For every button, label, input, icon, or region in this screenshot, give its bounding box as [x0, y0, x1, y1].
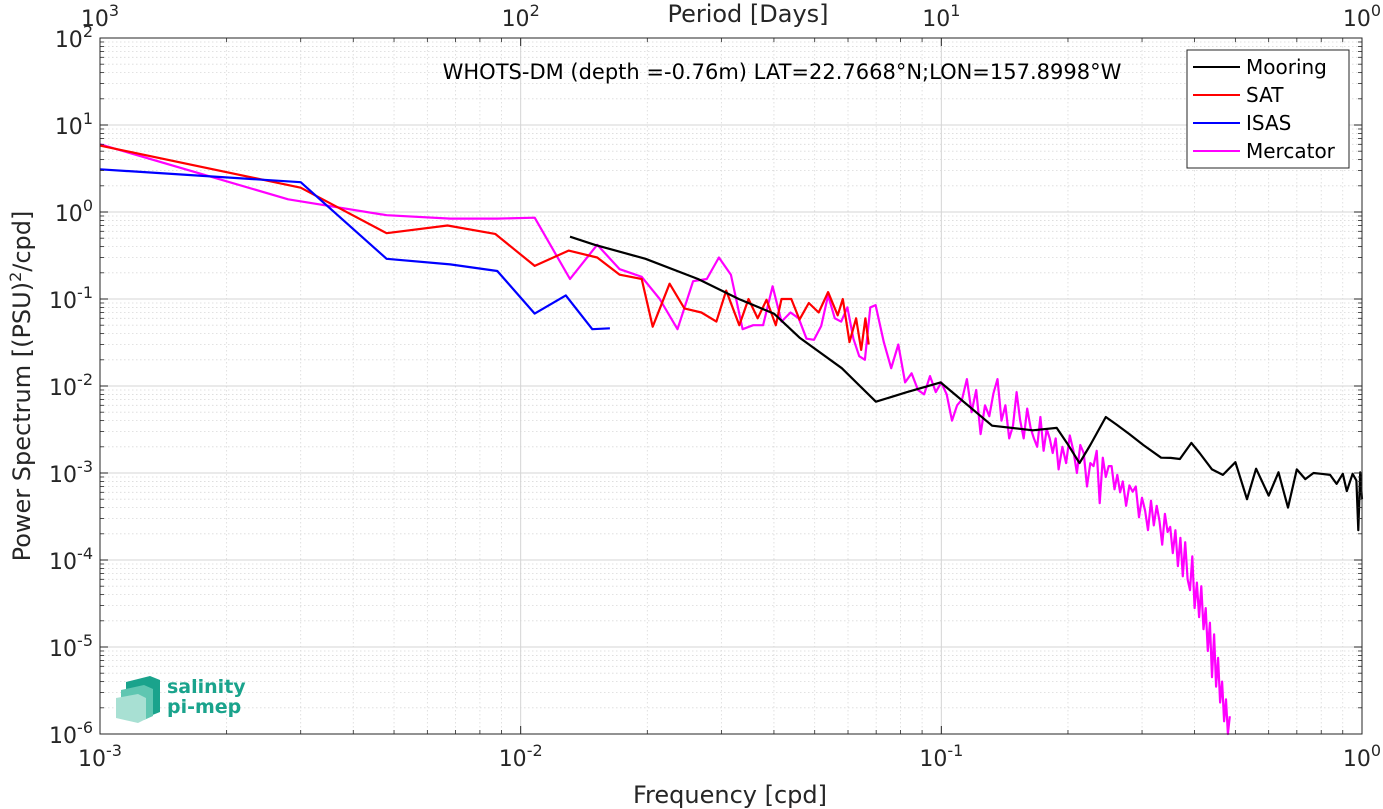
y-tick-label: 10-1: [49, 283, 93, 314]
chart-title: WHOTS-DM (depth =-0.76m) LAT=22.7668°N;L…: [443, 60, 1122, 84]
legend-box: [1186, 49, 1350, 169]
legend-label-mercator: Mercator: [1246, 139, 1336, 163]
legend-label-sat: SAT: [1246, 83, 1284, 107]
top-axis-label: Period [Days]: [667, 0, 828, 28]
y-tick-label: 10-3: [49, 457, 93, 488]
y-tick-label: 102: [55, 22, 93, 53]
legend-label-mooring: Mooring: [1246, 55, 1327, 79]
y-axis-label: Power Spectrum [(PSU)2/cpd]: [6, 211, 36, 562]
grid-major: [100, 38, 1362, 734]
legend-label-isas: ISAS: [1246, 111, 1291, 135]
x-tick-label: 100: [1343, 741, 1381, 772]
axis-ticks: [99, 37, 1363, 735]
series-line-mooring: [569, 235, 1364, 532]
y-tick-label: 100: [55, 196, 93, 227]
logo-icon-front: [116, 694, 146, 723]
y-axis-label-main: Power Spectrum [(PSU): [8, 282, 36, 561]
y-tick-label: 101: [55, 109, 93, 140]
x-axis-label: Frequency [cpd]: [633, 781, 827, 809]
legend: Mooring SAT ISAS Mercator: [1186, 49, 1350, 169]
logo-icon: [116, 676, 160, 723]
series-line-sat: [99, 144, 870, 351]
y-tick-label: 10-6: [49, 718, 93, 749]
x-tick-label: 10-1: [919, 741, 963, 772]
top-tick-label: 103: [81, 1, 119, 32]
y-tick-label: 10-2: [49, 370, 93, 401]
x-tick-label: 10-3: [78, 741, 122, 772]
x-tick-label: 10-2: [499, 741, 543, 772]
series-line-isas: [99, 168, 610, 331]
logo: salinity pi-mep: [116, 676, 246, 723]
y-axis-label-tail: /cpd]: [8, 211, 36, 272]
top-tick-label: 102: [502, 1, 540, 32]
top-tick-label: 101: [922, 1, 960, 32]
y-axis-label-sup: 2: [6, 272, 25, 282]
logo-text-pi-mep: pi-mep: [167, 696, 241, 718]
top-tick-label: 100: [1343, 1, 1381, 32]
series-line-mercator: [99, 143, 1231, 736]
logo-text-salinity: salinity: [167, 676, 246, 698]
y-tick-label: 10-4: [49, 544, 93, 575]
y-tick-label: 10-5: [49, 631, 93, 662]
plot-lines: [99, 143, 1364, 736]
